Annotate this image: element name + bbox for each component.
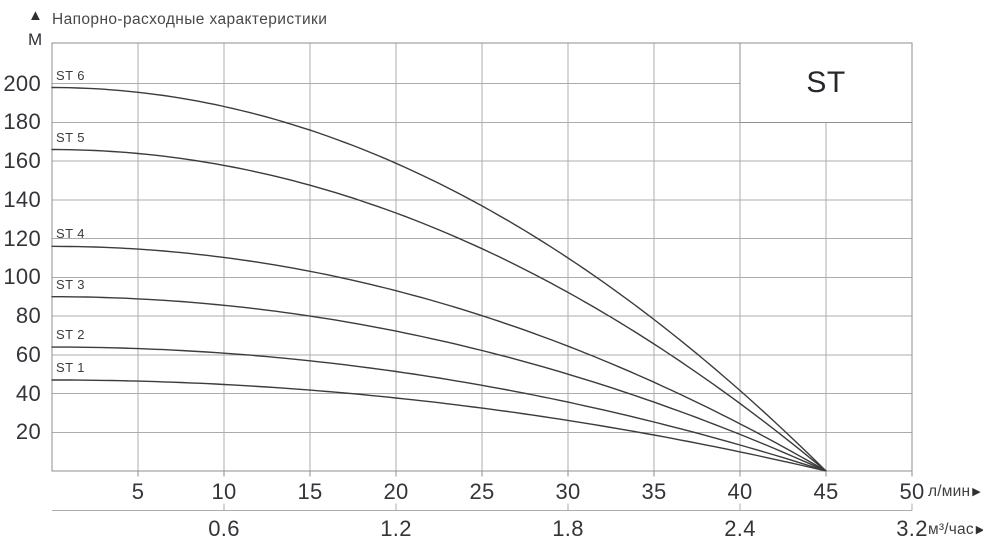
pump-curve-st1 [51, 379, 827, 472]
pump-curve-st3 [51, 296, 827, 472]
pump-curve-st4 [51, 245, 827, 472]
pump-curve-st5 [51, 148, 827, 472]
pump-curve-st2 [51, 346, 827, 472]
pump-curve-st6 [51, 86, 827, 472]
legend-box [739, 42, 913, 124]
